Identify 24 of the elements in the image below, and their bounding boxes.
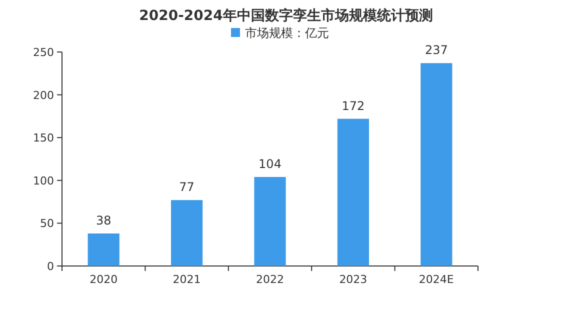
x-tick-label: 2023 [339,273,368,286]
chart-title: 2020-2024年中国数字孪生市场规模统计预测 [139,7,433,24]
bar [88,233,120,266]
data-label: 38 [96,213,112,228]
data-label: 104 [258,156,282,171]
y-tick-label: 150 [33,132,54,145]
市场规模：亿元: 38 77 104 172 237 [88,43,452,266]
legend: 市场规模：亿元 [231,26,329,40]
data-label: 237 [424,43,448,58]
data-label: 77 [179,180,194,194]
y-tick-label: 200 [33,88,54,102]
x-tick-label: 2022 [256,273,284,286]
y-tick-label: 50 [40,217,54,230]
x-tick-label: 2024E [418,273,454,286]
y-tick-label: 100 [33,174,54,188]
bar [254,176,286,266]
bar [170,200,203,266]
x-tick-label: 2020 [90,273,118,286]
bar [420,63,452,266]
y-tick-label: 250 [33,46,54,59]
bar [337,118,370,266]
x-tick-label: 2021 [172,273,201,286]
y-tick-label: 0 [47,260,54,273]
data-label: 172 [342,98,365,113]
